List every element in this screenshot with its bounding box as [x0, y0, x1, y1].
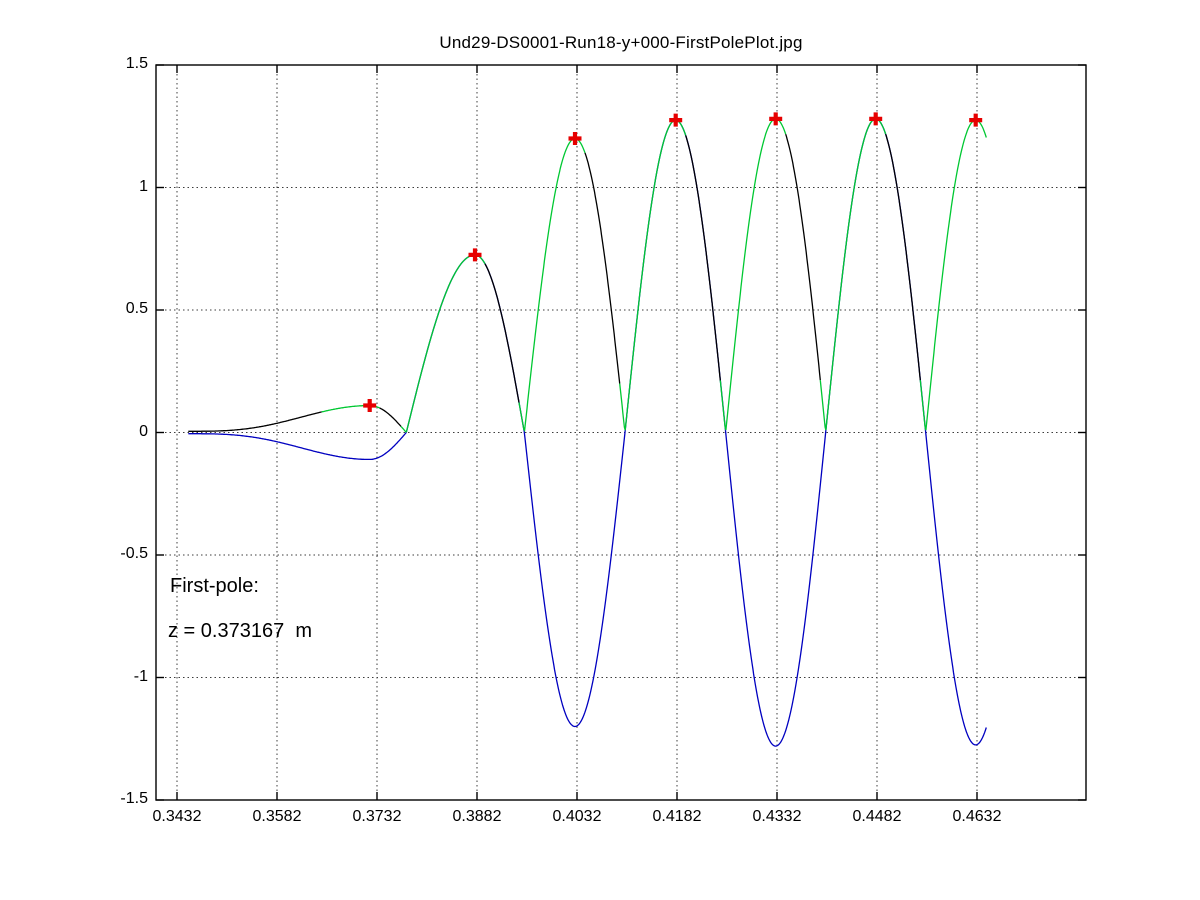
- pole-marker: [669, 113, 683, 127]
- pole-marker: [468, 248, 482, 262]
- x-tick-label: 0.3882: [452, 808, 502, 825]
- x-tick-label: 0.4332: [752, 808, 802, 825]
- x-tick-label: 0.4182: [652, 808, 702, 825]
- abs-field-trace-segment: [885, 134, 921, 381]
- pole-marker: [869, 112, 883, 126]
- abs-field-trace-segment: [785, 134, 821, 381]
- abs-field-trace-segment: [619, 119, 687, 431]
- abs-field-trace-segment: [584, 152, 621, 384]
- pole-marker: [969, 113, 983, 127]
- abs-field-trace-segment: [719, 118, 787, 431]
- x-tick-label: 0.4032: [552, 808, 602, 825]
- abs-field-trace-segment: [188, 411, 322, 432]
- abs-field-trace-segment: [518, 137, 586, 433]
- abs-field-trace-segment: [685, 135, 721, 381]
- axis-box: [155, 64, 1087, 801]
- y-tick-label: 1.5: [125, 55, 148, 72]
- x-tick-label: 0.4632: [952, 808, 1002, 825]
- y-tick-label: -1.5: [120, 790, 148, 807]
- abs-field-trace-segment: [819, 118, 887, 431]
- x-tick-label: 0.3432: [152, 808, 202, 825]
- y-tick-label: -0.5: [120, 545, 148, 562]
- abs-field-trace-segment: [379, 407, 402, 427]
- annotation-line1: First-pole:: [170, 575, 259, 597]
- field-trace-signed: [188, 118, 987, 747]
- x-tick-label: 0.3582: [252, 808, 302, 825]
- annotation-line2: z = 0.373167 m: [168, 620, 312, 642]
- y-tick-label: 0.5: [125, 300, 148, 317]
- pole-marker: [769, 112, 783, 126]
- y-tick-label: -1: [133, 667, 148, 685]
- pole-marker: [363, 399, 377, 412]
- y-tick-label: 1: [139, 177, 148, 195]
- x-tick-label: 0.3732: [352, 808, 402, 825]
- pole-marker: [568, 132, 582, 145]
- abs-field-trace-segment: [919, 119, 987, 431]
- abs-field-trace-segment: [484, 263, 520, 403]
- plot-title: Und29-DS0001-Run18-y+000-FirstPolePlot.j…: [439, 33, 803, 52]
- x-tick-label: 0.4482: [852, 808, 902, 825]
- abs-field-trace-segment: [400, 254, 486, 433]
- y-tick-label: 0: [139, 422, 148, 440]
